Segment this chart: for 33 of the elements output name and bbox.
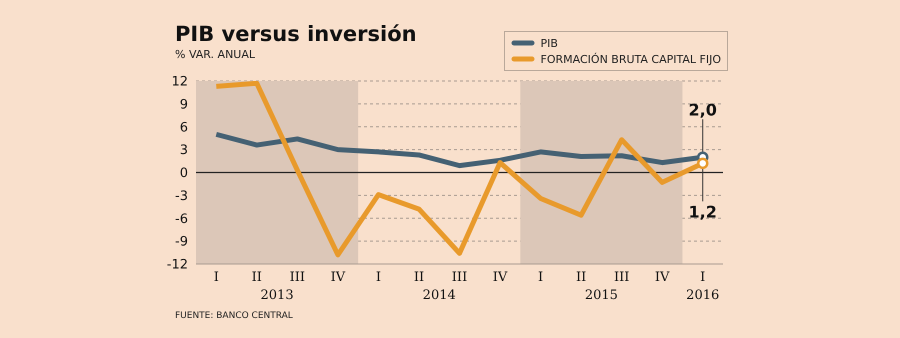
x-tick-label: III [452, 270, 468, 286]
y-tick-label: 9 [180, 97, 188, 112]
x-tick-label: III [290, 270, 306, 286]
x-tick-label: I [700, 270, 706, 286]
text: 2014 [422, 288, 457, 303]
chart-subtitle: % VAR. ANUAL [175, 48, 255, 61]
x-tick-label: II [414, 270, 424, 286]
x-tick-label: I [538, 270, 544, 286]
source-note: FUENTE: BANCO CENTRAL [175, 311, 293, 321]
y-tick-label: -9 [175, 234, 188, 250]
y-tick-label: -6 [175, 212, 188, 227]
y-tick-label: 12 [171, 74, 188, 90]
x-tick-label: IV [330, 270, 346, 286]
data-label: 1,2 [688, 202, 717, 222]
x-tick-label: II [252, 270, 262, 286]
y-tick-label: -12 [166, 258, 188, 273]
x-tick-label: IV [654, 270, 670, 286]
data-label: 2,0 [688, 100, 717, 120]
x-tick-label: I [214, 270, 219, 286]
y-tick-label: 0 [180, 166, 188, 182]
y-tick-label: 3 [180, 143, 188, 158]
x-tick-label: II [576, 270, 586, 286]
text: 2013 [260, 288, 295, 303]
legend-label: FORMACIÓN BRUTA CAPITAL FIJO [540, 52, 721, 66]
y-tick-label: 6 [180, 120, 188, 136]
x-tick-label: IV [492, 270, 508, 286]
legend-label: PIB [540, 36, 558, 50]
x-tick-label: III [614, 270, 630, 286]
chart-title: PIB versus inversión [175, 22, 417, 46]
text: 2016 [685, 288, 720, 303]
x-tick-label: I [376, 270, 381, 286]
text: 2015 [584, 288, 619, 303]
y-tick-label: -3 [175, 188, 188, 204]
